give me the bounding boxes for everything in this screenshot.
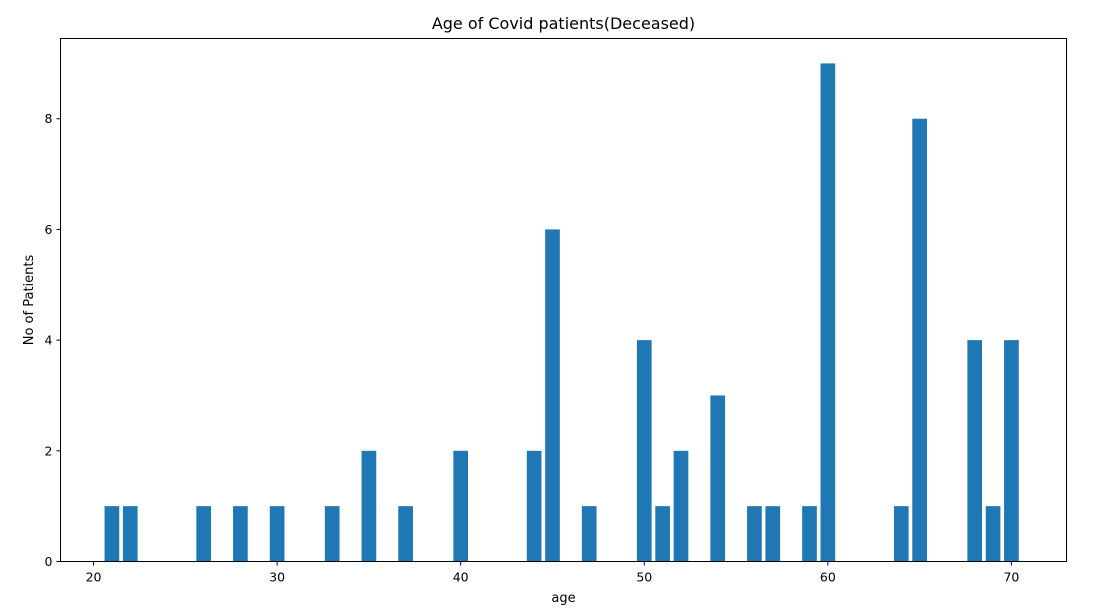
bar-age-40: [453, 450, 469, 562]
y-tick-label: 8: [45, 111, 53, 126]
y-tick-label: 2: [45, 443, 53, 458]
y-axis-ticks: 0 2 4 6 8: [45, 111, 61, 569]
bar-age-56: [747, 506, 762, 562]
bar-age-64: [893, 506, 909, 562]
bar-age-60: [820, 63, 836, 562]
plot-frame: [60, 38, 1067, 562]
x-tick-label: 60: [820, 570, 836, 585]
bar-age-37: [398, 506, 413, 562]
bar-age-52: [673, 450, 689, 562]
x-axis-label: age: [551, 591, 575, 606]
x-tick-label: 30: [269, 570, 285, 585]
bar-age-45: [545, 229, 560, 562]
bar-age-47: [581, 506, 597, 562]
bar-age-26: [196, 506, 212, 562]
bar-age-65: [912, 118, 927, 562]
bar-age-35: [361, 450, 377, 562]
bar-age-69: [985, 506, 1001, 562]
y-axis-label: No of Patients: [22, 255, 37, 346]
bar-age-54: [710, 395, 726, 562]
x-axis-ticks: 20 30 40 50 60 70: [86, 561, 1019, 585]
bar-age-57: [765, 506, 781, 562]
bar-age-51: [655, 506, 670, 562]
bar-age-70: [1004, 340, 1019, 562]
bar-age-44: [526, 450, 542, 562]
bar-age-68: [967, 340, 983, 562]
x-tick-label: 40: [453, 570, 469, 585]
y-tick-label: 4: [45, 333, 53, 348]
bar-age-28: [233, 506, 248, 562]
bar-age-22: [122, 506, 138, 562]
y-tick-label: 6: [45, 222, 53, 237]
bar-age-30: [269, 506, 285, 562]
y-tick-label: 0: [45, 554, 53, 569]
x-tick-label: 70: [1003, 570, 1019, 585]
bars-group: [104, 63, 1019, 562]
chart-title: Age of Covid patients(Deceased): [432, 14, 695, 33]
x-tick-label: 50: [636, 570, 652, 585]
bar-age-33: [324, 506, 340, 562]
bar-age-21: [104, 506, 120, 562]
bar-age-50: [636, 340, 652, 562]
x-tick-label: 20: [86, 570, 102, 585]
bar-age-59: [802, 506, 817, 562]
